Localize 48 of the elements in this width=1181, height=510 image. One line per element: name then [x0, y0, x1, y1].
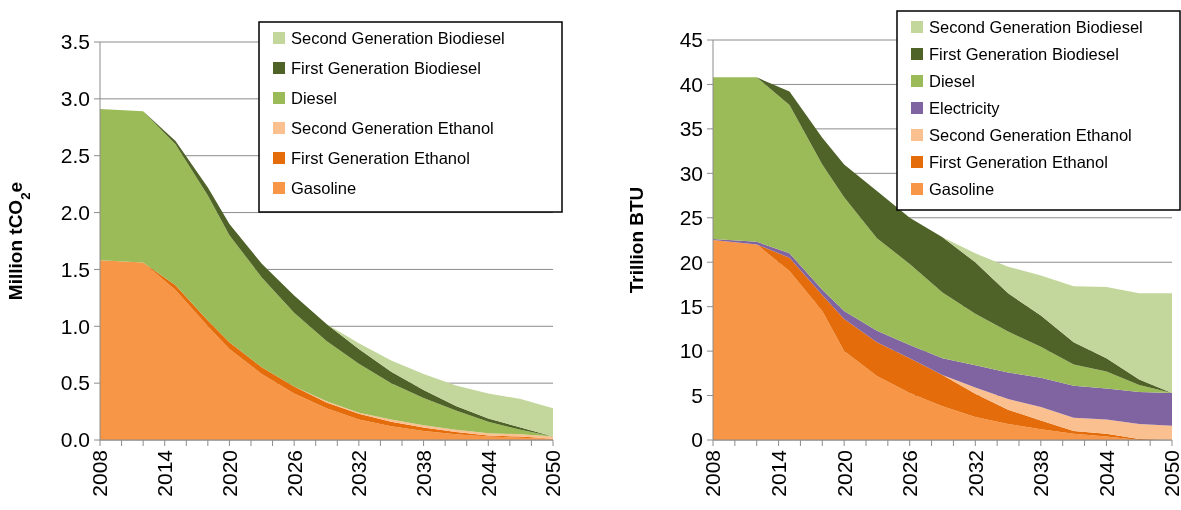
legend-label: Diesel: [291, 88, 337, 107]
y-tick-label: 5: [691, 383, 703, 407]
legend-label: Second Generation Biodiesel: [929, 17, 1143, 36]
x-tick-label: 2050: [541, 450, 565, 497]
legend-label: First Generation Ethanol: [291, 148, 470, 167]
y-tick-label: 1.5: [60, 257, 90, 281]
y-tick-label: 3.0: [60, 87, 90, 111]
x-tick-label: 2044: [476, 449, 500, 497]
y-tick-label: 15: [679, 295, 703, 319]
x-tick-label: 2044: [1094, 449, 1118, 497]
x-tick-label: 2014: [766, 449, 790, 497]
legend-label: Gasoline: [929, 179, 995, 198]
legend-label: Electricity: [929, 98, 1001, 117]
y-tick-label: 35: [679, 117, 703, 141]
x-tick-label: 2020: [217, 450, 241, 497]
y-tick-label: 10: [679, 339, 703, 363]
x-tick-label: 2038: [1029, 450, 1053, 497]
y-tick-label: 40: [679, 72, 703, 96]
legend-label: Diesel: [929, 71, 975, 90]
y-tick-label: 45: [679, 28, 703, 52]
x-tick-label: 2032: [963, 450, 987, 497]
y-tick-label: 20: [679, 250, 703, 274]
legend-label: Gasoline: [291, 178, 357, 197]
y-tick-label: 0.5: [60, 371, 90, 395]
y-tick-label: 0: [691, 428, 703, 452]
x-tick-label: 2026: [898, 450, 922, 497]
y-tick-label: 2.0: [60, 200, 90, 224]
y-tick-label: 30: [679, 161, 703, 185]
x-tick-label: 2020: [832, 450, 856, 497]
y-tick-label: 2.5: [60, 144, 90, 168]
y-axis-title: Trillion BTU: [626, 186, 647, 294]
x-tick-label: 2032: [347, 450, 371, 497]
x-tick-label: 2008: [88, 450, 112, 497]
legend-label: Second Generation Ethanol: [291, 118, 494, 137]
x-tick-label: 2038: [411, 450, 435, 497]
x-tick-label: 2014: [153, 449, 177, 497]
y-tick-label: 0.0: [60, 428, 90, 452]
x-tick-label: 2050: [1160, 450, 1181, 497]
legend-label: Second Generation Ethanol: [929, 125, 1132, 144]
y-tick-label: 3.5: [60, 30, 90, 54]
legend-label: First Generation Biodiesel: [929, 44, 1119, 63]
y-tick-label: 1.0: [60, 314, 90, 338]
legend-label: First Generation Ethanol: [929, 152, 1108, 171]
legend-label: First Generation Biodiesel: [291, 58, 481, 77]
x-tick-label: 2008: [701, 450, 725, 497]
x-tick-label: 2026: [282, 450, 306, 497]
legend-label: Second Generation Biodiesel: [291, 28, 505, 47]
y-tick-label: 25: [679, 206, 703, 230]
